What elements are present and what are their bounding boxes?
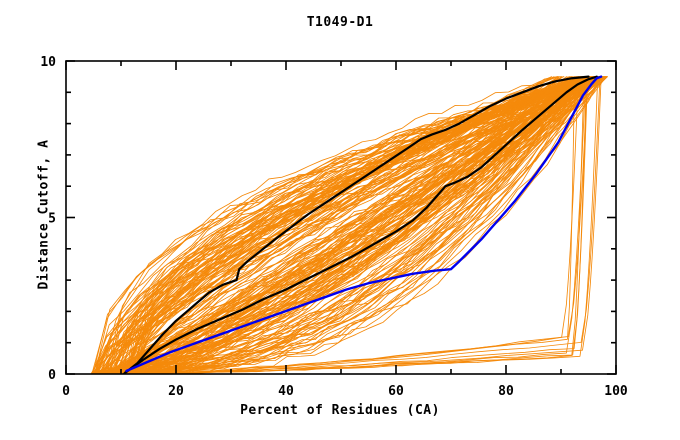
x-axis-label: Percent of Residues (CA) <box>240 403 440 418</box>
x-tick-label: 80 <box>498 384 514 399</box>
y-tick-label: 10 <box>40 55 56 70</box>
x-tick-label: 60 <box>388 384 404 399</box>
page-title: T1049-D1 <box>306 15 374 30</box>
x-tick-label: 0 <box>62 384 70 399</box>
highlight-curves <box>122 75 603 374</box>
plot-axes: 0 20 40 60 80 100 0 5 10 <box>40 55 628 399</box>
y-tick-label: 0 <box>48 368 56 383</box>
x-tick-label: 100 <box>604 384 628 399</box>
y-axis-label: Distance Cutoff, A <box>36 139 52 290</box>
x-tick-label: 40 <box>278 384 294 399</box>
y-tick-label: 5 <box>48 212 56 227</box>
x-tick-label: 20 <box>168 384 184 399</box>
